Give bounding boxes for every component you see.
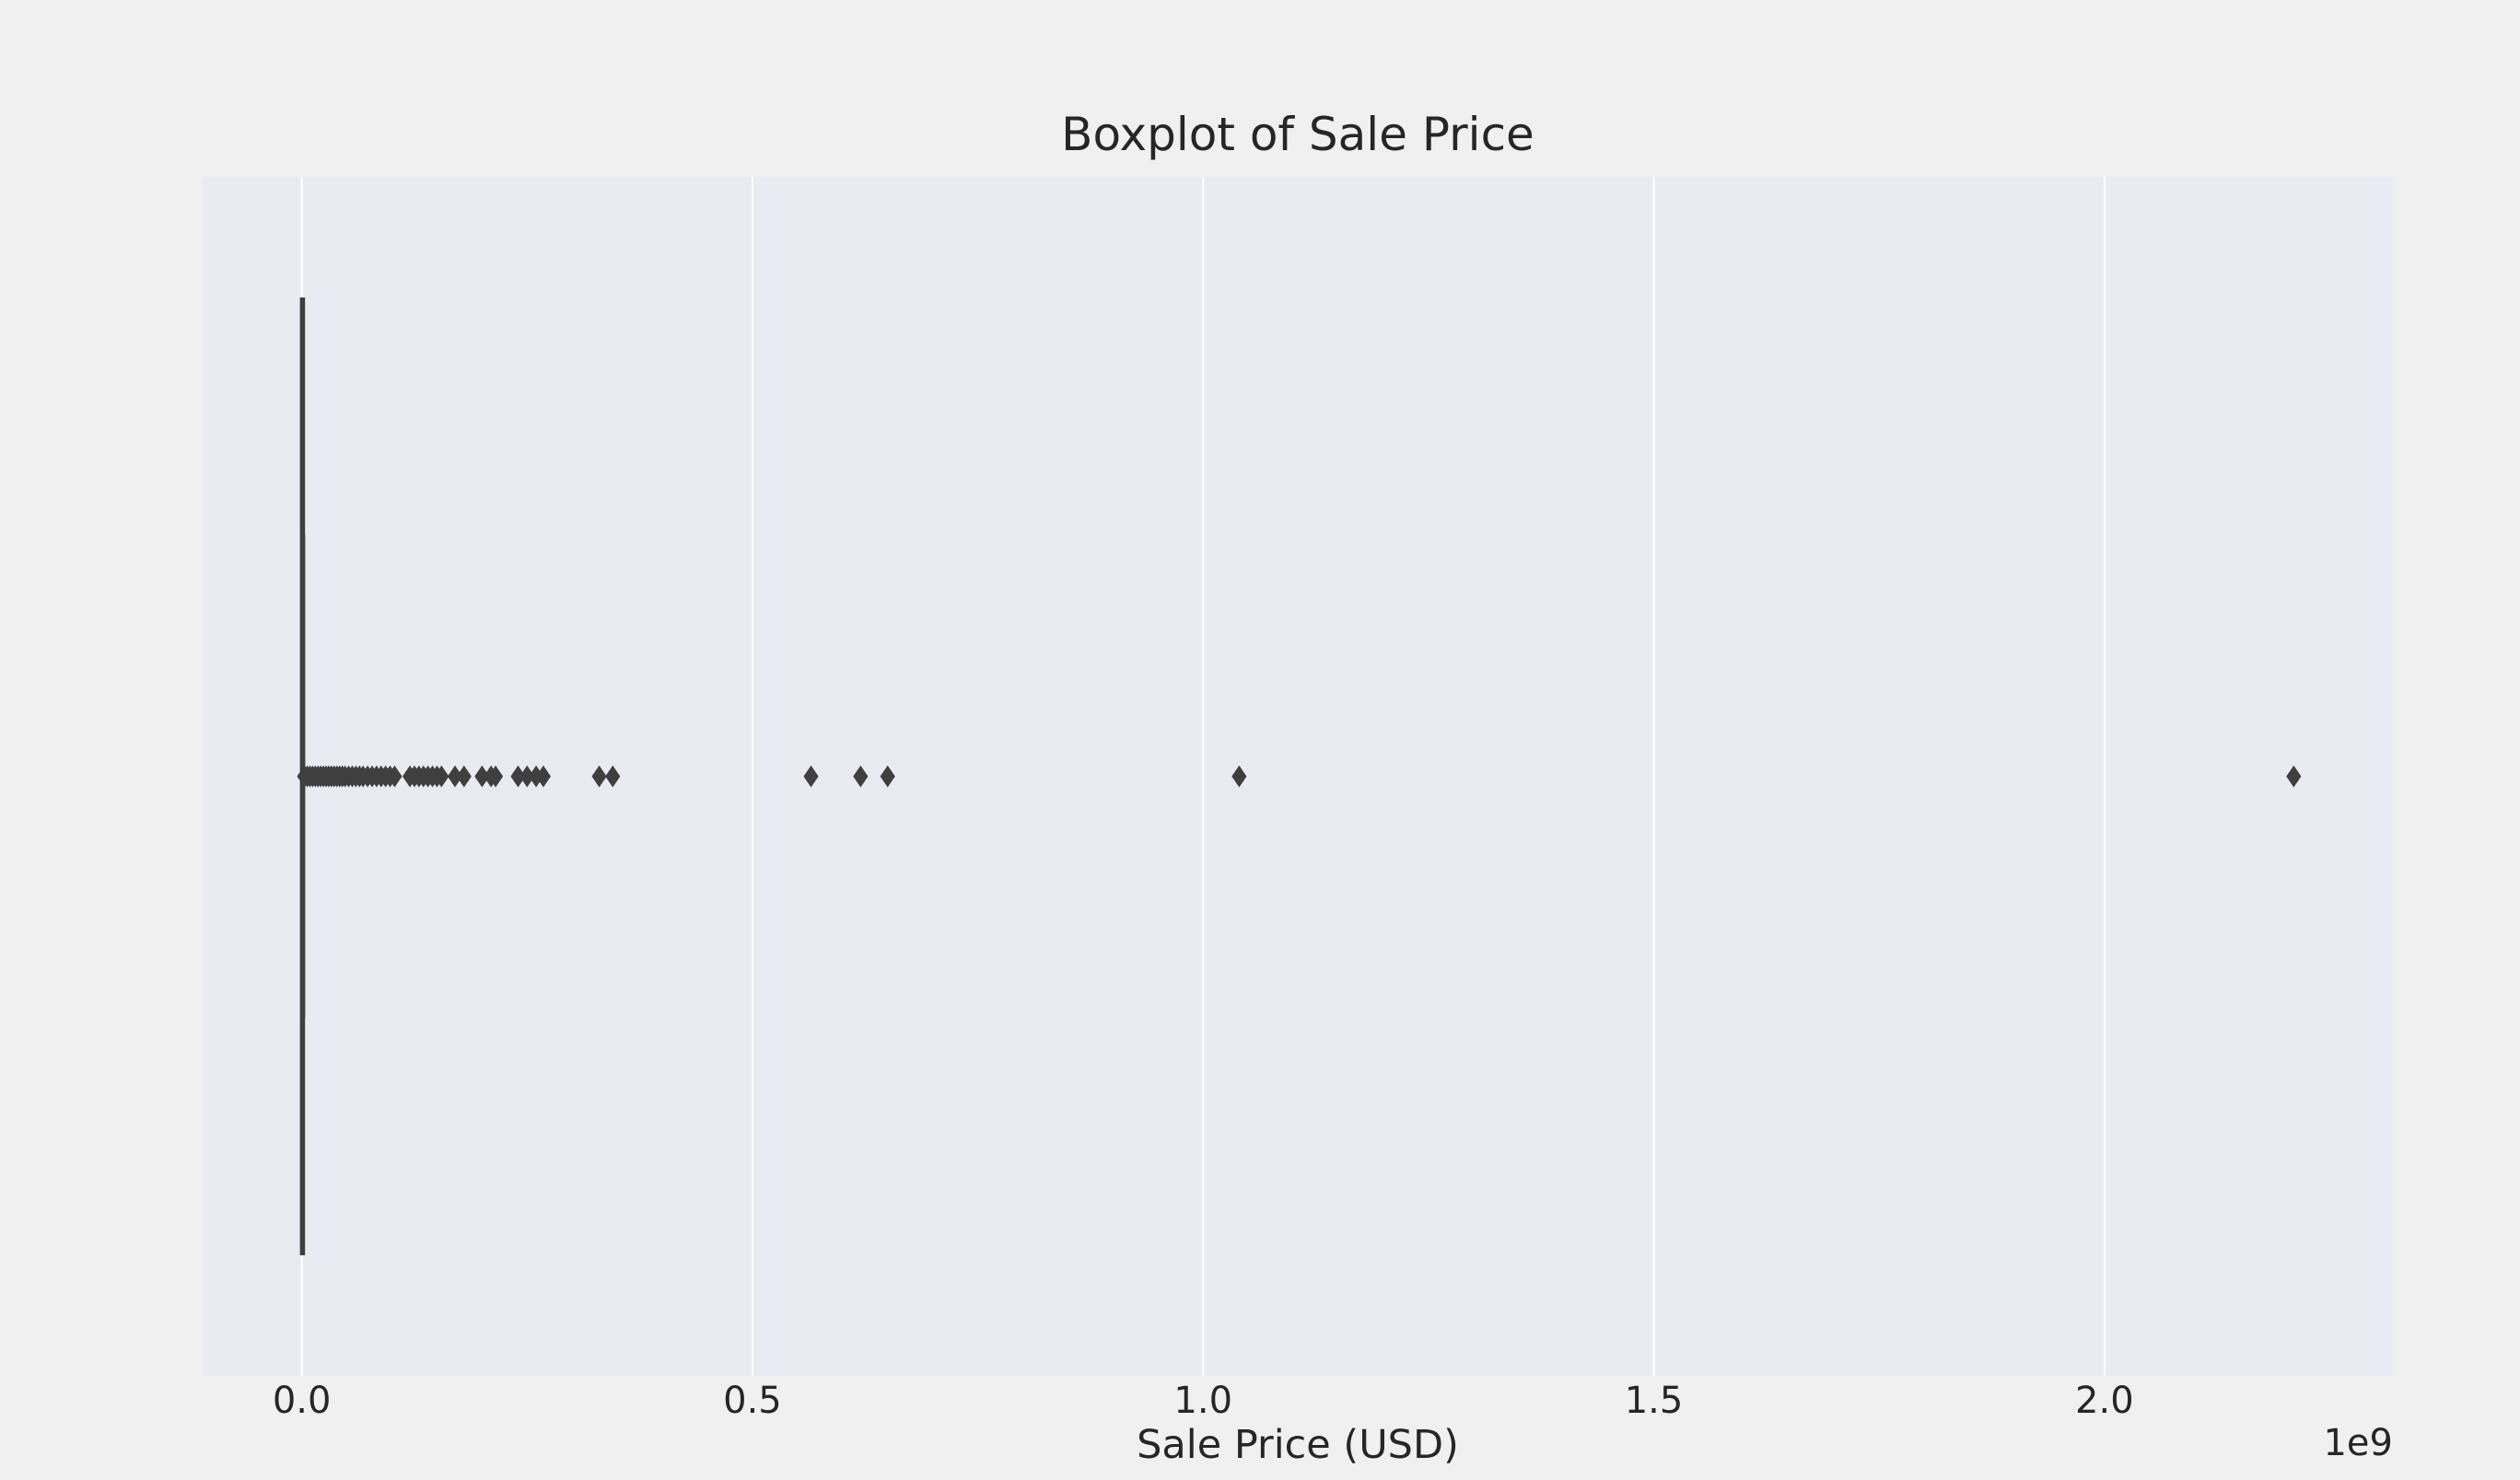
outlier-point [1231, 765, 1247, 787]
x-tick-label: 0.5 [723, 1380, 782, 1422]
outlier-points [297, 765, 2302, 787]
outlier-point [456, 765, 472, 787]
outlier-point [535, 765, 552, 787]
outlier-point [880, 765, 895, 787]
outlier-point [487, 765, 504, 787]
x-tick-label: 2.0 [2075, 1380, 2134, 1422]
x-tick-label: 1.5 [1625, 1380, 1684, 1422]
plot-area [203, 177, 2393, 1376]
x-axis-scale-label: 1e9 [2323, 1422, 2393, 1464]
outlier-point [605, 765, 621, 787]
x-axis-label: Sale Price (USD) [1137, 1422, 1459, 1468]
outlier-point [853, 765, 869, 787]
outlier-point [2286, 765, 2302, 787]
x-tick-labels: 0.0 0.5 1.0 1.5 2.0 [273, 1380, 2134, 1422]
x-tick-label: 1.0 [1173, 1380, 1232, 1422]
outlier-point [591, 765, 607, 787]
x-tick-label: 0.0 [273, 1380, 332, 1422]
outlier-point [387, 765, 402, 787]
chart-title: Boxplot of Sale Price [1061, 108, 1534, 161]
outlier-point [434, 765, 449, 787]
outlier-point [803, 765, 819, 787]
